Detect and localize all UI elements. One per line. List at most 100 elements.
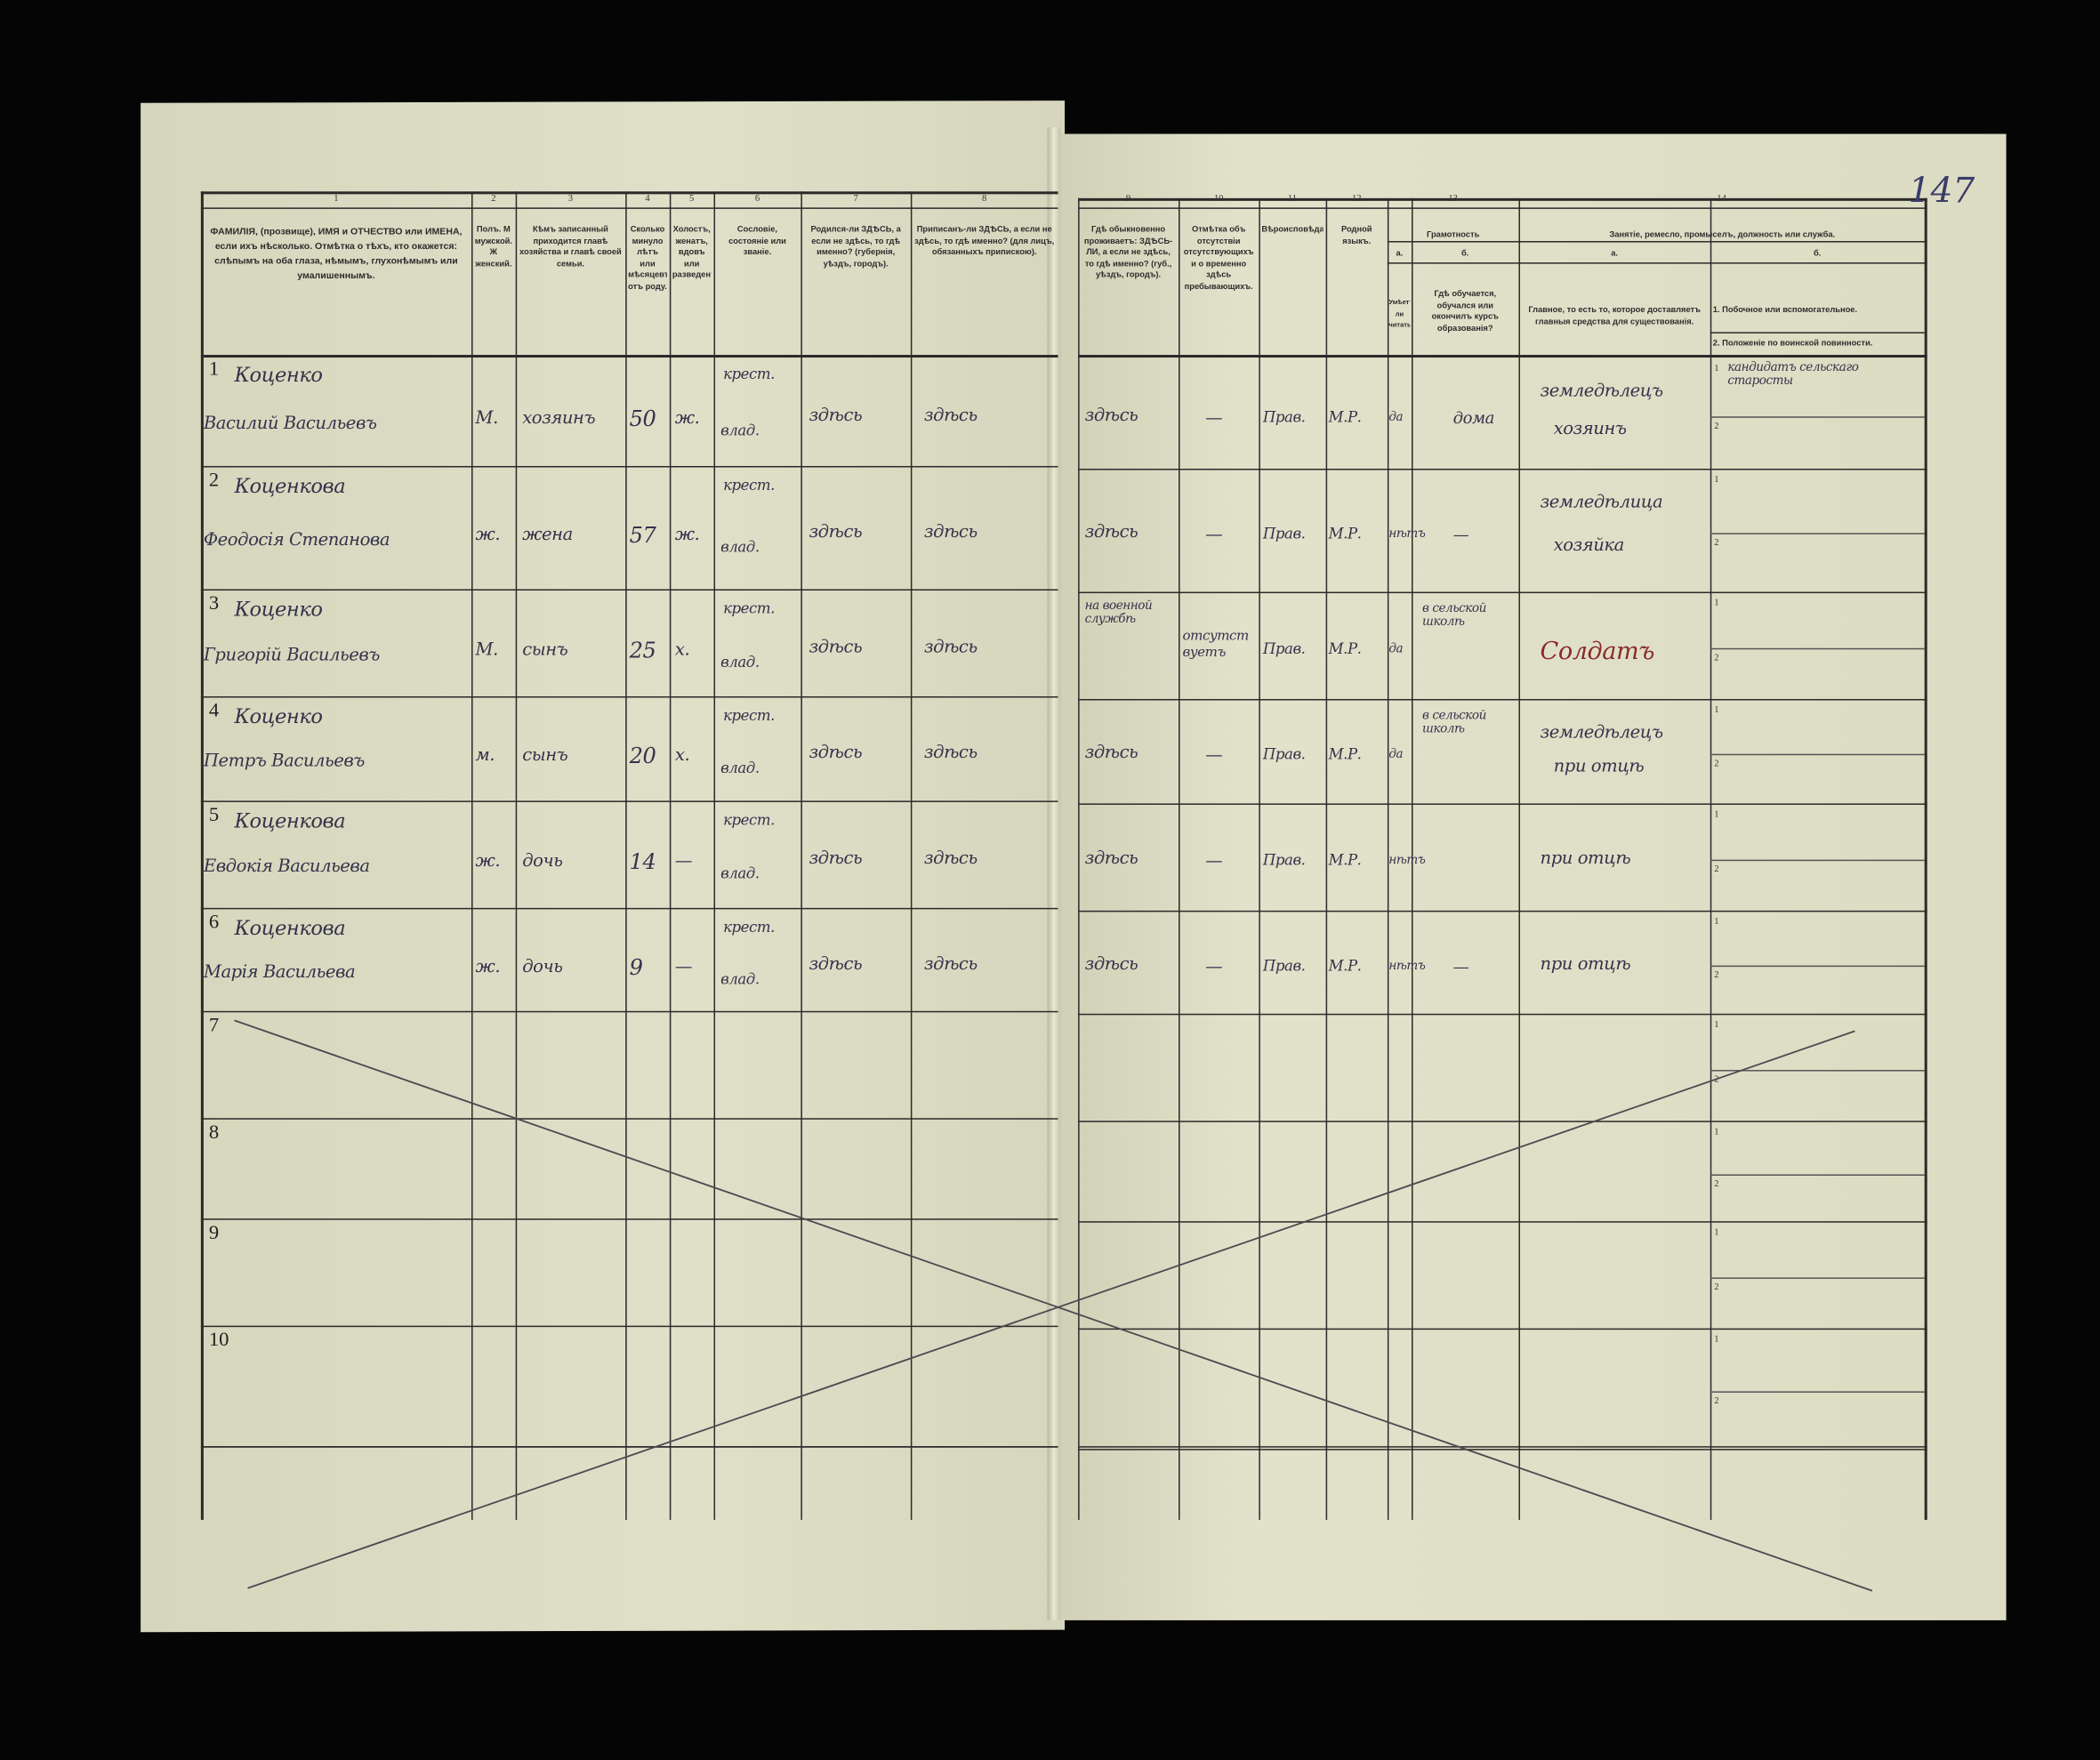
column-rule	[910, 191, 913, 1520]
row-rule	[1078, 910, 1927, 912]
column-number: 8	[982, 192, 987, 204]
secondary-occupation: кандидатъ сельскаго старосты	[1727, 361, 1859, 389]
relation: жена	[522, 525, 573, 545]
column-number: 9	[1125, 192, 1131, 204]
given-patronymic: Марія Васильева	[203, 961, 356, 983]
column-number: 14	[1717, 192, 1726, 204]
sub-row-label: 2	[1714, 536, 1719, 548]
religion: Прав.	[1262, 525, 1306, 542]
main-occupation: хозяйка	[1553, 535, 1625, 556]
sub-row-rule	[1710, 415, 1925, 418]
registered-place: здѣсь	[923, 848, 978, 870]
birthplace: здѣсь	[809, 743, 863, 764]
age: 9	[629, 953, 643, 980]
relation: хозяинъ	[522, 407, 596, 429]
marital-status: ж.	[674, 407, 700, 429]
literacy-title: Грамотность	[1427, 229, 1480, 240]
marital-status: х.	[674, 639, 690, 661]
estate: крест.	[723, 707, 775, 725]
registered-place: здѣсь	[923, 743, 978, 764]
sub-row-label: 2	[1714, 652, 1719, 663]
sex: ж.	[475, 956, 501, 977]
column-number: 10	[1213, 192, 1224, 204]
residence: здѣсь	[1084, 953, 1139, 975]
row-rule	[1078, 1121, 1927, 1122]
sub-row-label: 2	[1714, 1177, 1719, 1189]
main-occupation: земледѣлица	[1540, 493, 1663, 513]
birthplace: здѣсь	[809, 522, 863, 542]
absence-note: —	[1205, 851, 1223, 872]
native-language: М.Р.	[1328, 745, 1362, 764]
column-header: Вѣроисповѣданіе.	[1261, 224, 1324, 235]
religion: Прав.	[1262, 851, 1306, 870]
estate: влад.	[720, 759, 760, 777]
marital-status: ж.	[674, 525, 700, 545]
marital-status: —	[674, 956, 693, 977]
row-number: 1	[208, 358, 220, 381]
birthplace: здѣсь	[809, 848, 863, 870]
given-patronymic: Феодосія Степанова	[203, 530, 390, 551]
age: 20	[629, 743, 656, 769]
occupation-b1-header: 1. Побочное или вспомогательное.	[1712, 305, 1858, 315]
sub-row-label: 1	[1714, 808, 1719, 820]
marital-status: —	[674, 851, 693, 872]
can-read: нѣтъ	[1388, 959, 1426, 973]
column-number: 13	[1448, 192, 1458, 204]
column-header: Родился-ли ЗДѢСЬ, а если не здѣсь, то гд…	[810, 224, 901, 269]
relation: дочь	[522, 851, 563, 872]
can-read: да	[1388, 410, 1404, 424]
sub-row-label: 1	[1714, 915, 1719, 927]
column-number: 5	[689, 192, 695, 204]
sub-row-rule	[1710, 647, 1925, 650]
registered-place: здѣсь	[923, 405, 978, 426]
residence: здѣсь	[1084, 743, 1139, 764]
registered-place: здѣсь	[923, 953, 978, 975]
sub-row-label: 2	[1714, 968, 1719, 980]
age: 14	[629, 848, 656, 875]
sub-row-rule	[1710, 859, 1925, 862]
sub-row-label: 1	[1714, 703, 1719, 716]
given-patronymic: Евдокія Васильева	[203, 856, 370, 878]
religion: Прав.	[1262, 956, 1306, 975]
sub-row-label: 1	[1714, 1018, 1719, 1030]
header-rule	[200, 207, 1058, 209]
sex: ж.	[475, 525, 501, 545]
marital-status: х.	[674, 745, 690, 767]
column-rule	[1179, 197, 1180, 1520]
education: в сельской школѣ	[1422, 710, 1486, 737]
surname: Коценкова	[234, 915, 346, 941]
row-rule	[1078, 1221, 1927, 1223]
native-language: М.Р.	[1328, 851, 1362, 870]
column-rule	[1078, 197, 1080, 1520]
literacy-b-label: б.	[1461, 249, 1469, 259]
column-header: Гдѣ обыкновенно проживаетъ: ЗДѢСЬ-ЛИ, а …	[1083, 224, 1173, 280]
religion: Прав.	[1262, 745, 1306, 764]
absence-note: —	[1205, 407, 1223, 429]
main-occupation: земледѣлецъ	[1540, 723, 1663, 743]
sub-row-rule	[1710, 753, 1925, 756]
sub-row-label: 1	[1714, 1333, 1719, 1345]
page-number: 147	[1908, 171, 1975, 212]
column-number: 2	[491, 192, 496, 204]
surname: Коценко	[234, 597, 323, 622]
row-rule	[1078, 803, 1927, 805]
given-patronymic: Петръ Васильевъ	[203, 751, 365, 772]
column-rule	[1924, 197, 1927, 1520]
relation: дочь	[522, 956, 563, 977]
main-occupation: при отцѣ	[1553, 756, 1645, 777]
residence: здѣсь	[1084, 522, 1139, 542]
sub-row-label: 2	[1714, 758, 1719, 769]
sub-row-label: 1	[1714, 474, 1719, 486]
main-occupation: Солдатъ	[1540, 637, 1655, 666]
sub-row-label: 1	[1714, 1226, 1719, 1238]
surname: Коценко	[234, 703, 323, 729]
column-header: Кѣмъ записанный приходится главѣ хозяйст…	[519, 224, 622, 269]
main-occupation: при отцѣ	[1540, 953, 1631, 975]
surname: Коценко	[234, 363, 323, 388]
header-rule	[200, 355, 1058, 358]
native-language: М.Р.	[1328, 639, 1362, 658]
row-rule	[200, 589, 1058, 591]
sub-row-rule	[1710, 1070, 1925, 1072]
birthplace: здѣсь	[809, 405, 863, 426]
